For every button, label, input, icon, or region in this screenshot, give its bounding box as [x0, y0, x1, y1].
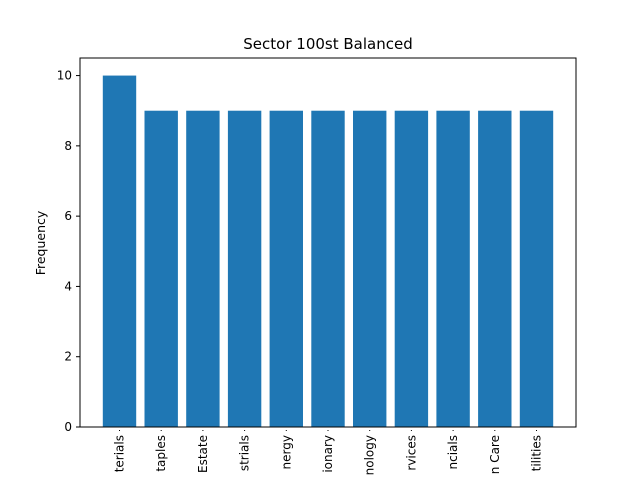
- x-tick-label-10: tilities: [530, 435, 544, 471]
- y-tick-label-0: 0: [64, 420, 72, 434]
- y-tick-label-1: 2: [64, 350, 72, 364]
- bar-1: [144, 110, 178, 428]
- x-axis-ticks: terials taples Estate strials nergy ionary nol…: [113, 430, 544, 475]
- x-tick-label-7: rvices: [404, 435, 418, 471]
- bar-0: [102, 75, 137, 427]
- y-tick-label-5: 10: [57, 69, 72, 83]
- y-tick-label-2: 4: [64, 279, 72, 293]
- x-tick-label-1: taples: [154, 435, 168, 472]
- plot-frame: [79, 57, 577, 428]
- y-axis-ticks: 0 2 4 6 8 10: [57, 69, 80, 434]
- x-tick-label-9: n Care: [488, 435, 502, 474]
- bar-3: [227, 110, 262, 428]
- y-tick-label-3: 6: [64, 209, 72, 223]
- bar-4: [269, 110, 303, 428]
- bar-7: [394, 110, 429, 428]
- y-axis-label: Frequency: [33, 210, 48, 275]
- bars-group: [102, 75, 554, 428]
- x-tick-label-8: ncials: [446, 435, 460, 469]
- x-tick-label-6: nology: [363, 435, 377, 475]
- x-tick-label-3: strials: [238, 435, 252, 471]
- x-tick-label-2: Estate: [196, 435, 210, 473]
- bar-8: [436, 110, 470, 428]
- chart-title: Sector 100st Balanced: [243, 35, 412, 53]
- bar-10: [519, 110, 554, 428]
- bar-5: [311, 110, 345, 428]
- y-tick-label-4: 8: [64, 139, 72, 153]
- x-tick-label-4: nergy: [279, 435, 293, 469]
- bar-6: [353, 110, 387, 428]
- bar-2: [186, 110, 220, 428]
- x-tick-label-0: terials: [113, 435, 127, 472]
- x-tick-label-5: ionary: [321, 435, 335, 473]
- bar-9: [478, 110, 512, 428]
